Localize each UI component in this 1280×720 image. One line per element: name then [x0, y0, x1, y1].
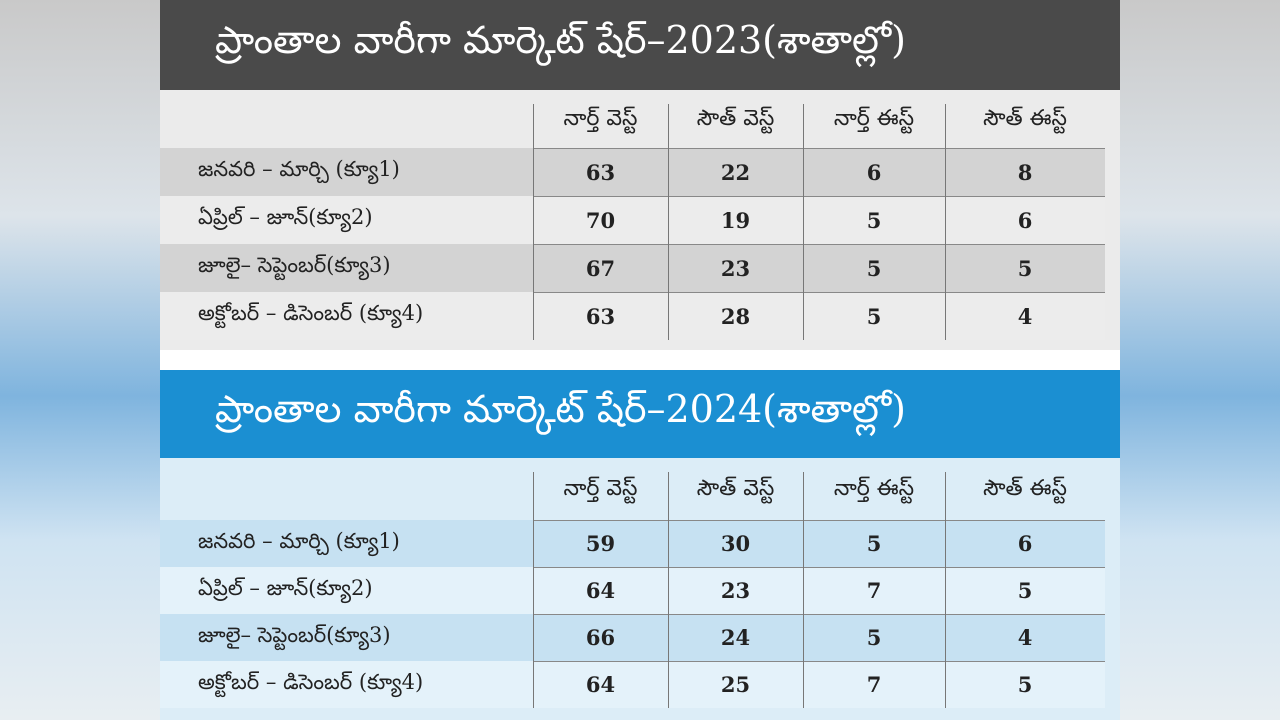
- row-band: [160, 244, 1105, 292]
- value-cell: 67: [585, 255, 616, 281]
- panel: ప్రాంతాల వారీగా మార్కెట్ షేర్–2023(శాతాల…: [160, 0, 1120, 720]
- value-cell: 6: [1017, 207, 1033, 233]
- column-divider: [945, 472, 946, 708]
- value-cell: 66: [585, 625, 616, 650]
- value-cell: 23: [720, 578, 751, 603]
- value-cell: 22: [720, 159, 751, 185]
- value-cell: 5: [866, 531, 882, 556]
- column-header: నార్త్ వెస్ట్: [563, 106, 638, 131]
- row-label: జూలై– సెప్టెంబర్(క్యూ3): [198, 253, 391, 277]
- value-cell: 64: [585, 578, 616, 603]
- value-cell: 6: [1017, 531, 1033, 556]
- value-cell: 5: [866, 207, 882, 233]
- column-header: సౌత్ ఈస్ట్: [983, 476, 1067, 501]
- column-divider: [668, 472, 669, 708]
- column-divider: [803, 104, 804, 340]
- value-cell: 70: [585, 207, 616, 233]
- value-cell: 5: [866, 625, 882, 650]
- value-cell: 5: [866, 303, 882, 329]
- column-divider: [533, 104, 534, 340]
- value-cell: 4: [1017, 303, 1033, 329]
- row-label: జూలై– సెప్టెంబర్(క్యూ3): [198, 622, 391, 647]
- row-band: [160, 292, 1105, 340]
- row-label: అక్టోబర్ – డిసెంబర్ (క్యూ4): [198, 301, 424, 325]
- row-label: అక్టోబర్ – డిసెంబర్ (క్యూ4): [198, 669, 424, 694]
- row-label: ఏప్రిల్ – జూన్(క్యూ2): [198, 205, 373, 229]
- row-divider: [533, 244, 1105, 245]
- column-divider: [668, 104, 669, 340]
- row-band: [160, 196, 1105, 244]
- value-cell: 25: [720, 672, 751, 697]
- value-cell: 5: [1017, 255, 1033, 281]
- column-header: సౌత్ వెస్ట్: [696, 106, 775, 131]
- value-cell: 63: [585, 159, 616, 185]
- value-cell: 63: [585, 303, 616, 329]
- value-cell: 24: [720, 625, 751, 650]
- value-cell: 7: [866, 578, 882, 603]
- value-cell: 64: [585, 672, 616, 697]
- title-bar: ప్రాంతాల వారీగా మార్కెట్ షేర్–2023(శాతాల…: [160, 0, 1120, 90]
- value-cell: 6: [866, 159, 882, 185]
- row-divider: [533, 567, 1105, 568]
- row-divider: [533, 661, 1105, 662]
- row-label: జనవరి – మార్చి (క్యూ1): [198, 528, 400, 553]
- row-band: [160, 520, 1105, 567]
- value-cell: 23: [720, 255, 751, 281]
- column-header: సౌత్ ఈస్ట్: [983, 106, 1067, 131]
- row-divider: [533, 614, 1105, 615]
- row-divider: [533, 520, 1105, 521]
- value-cell: 5: [866, 255, 882, 281]
- column-header: నార్త్ ఈస్ట్: [833, 106, 915, 131]
- column-header: సౌత్ వెస్ట్: [696, 476, 775, 501]
- value-cell: 8: [1017, 159, 1033, 185]
- value-cell: 7: [866, 672, 882, 697]
- column-divider: [533, 472, 534, 708]
- value-cell: 5: [1017, 672, 1033, 697]
- value-cell: 4: [1017, 625, 1033, 650]
- value-cell: 59: [585, 531, 616, 556]
- value-cell: 30: [720, 531, 751, 556]
- row-divider: [533, 148, 1105, 149]
- value-cell: 28: [720, 303, 751, 329]
- row-label: జనవరి – మార్చి (క్యూ1): [198, 157, 400, 181]
- row-band: [160, 661, 1105, 708]
- row-band: [160, 567, 1105, 614]
- column-divider: [945, 104, 946, 340]
- row-divider: [533, 292, 1105, 293]
- row-band: [160, 614, 1105, 661]
- column-header: నార్త్ ఈస్ట్: [833, 476, 915, 501]
- column-divider: [803, 472, 804, 708]
- title-bar: ప్రాంతాల వారీగా మార్కెట్ షేర్–2024(శాతాల…: [160, 370, 1120, 458]
- row-band: [160, 148, 1105, 196]
- row-label: ఏప్రిల్ – జూన్(క్యూ2): [198, 575, 373, 600]
- value-cell: 19: [720, 207, 751, 233]
- column-header: నార్త్ వెస్ట్: [563, 476, 638, 501]
- row-divider: [533, 196, 1105, 197]
- value-cell: 5: [1017, 578, 1033, 603]
